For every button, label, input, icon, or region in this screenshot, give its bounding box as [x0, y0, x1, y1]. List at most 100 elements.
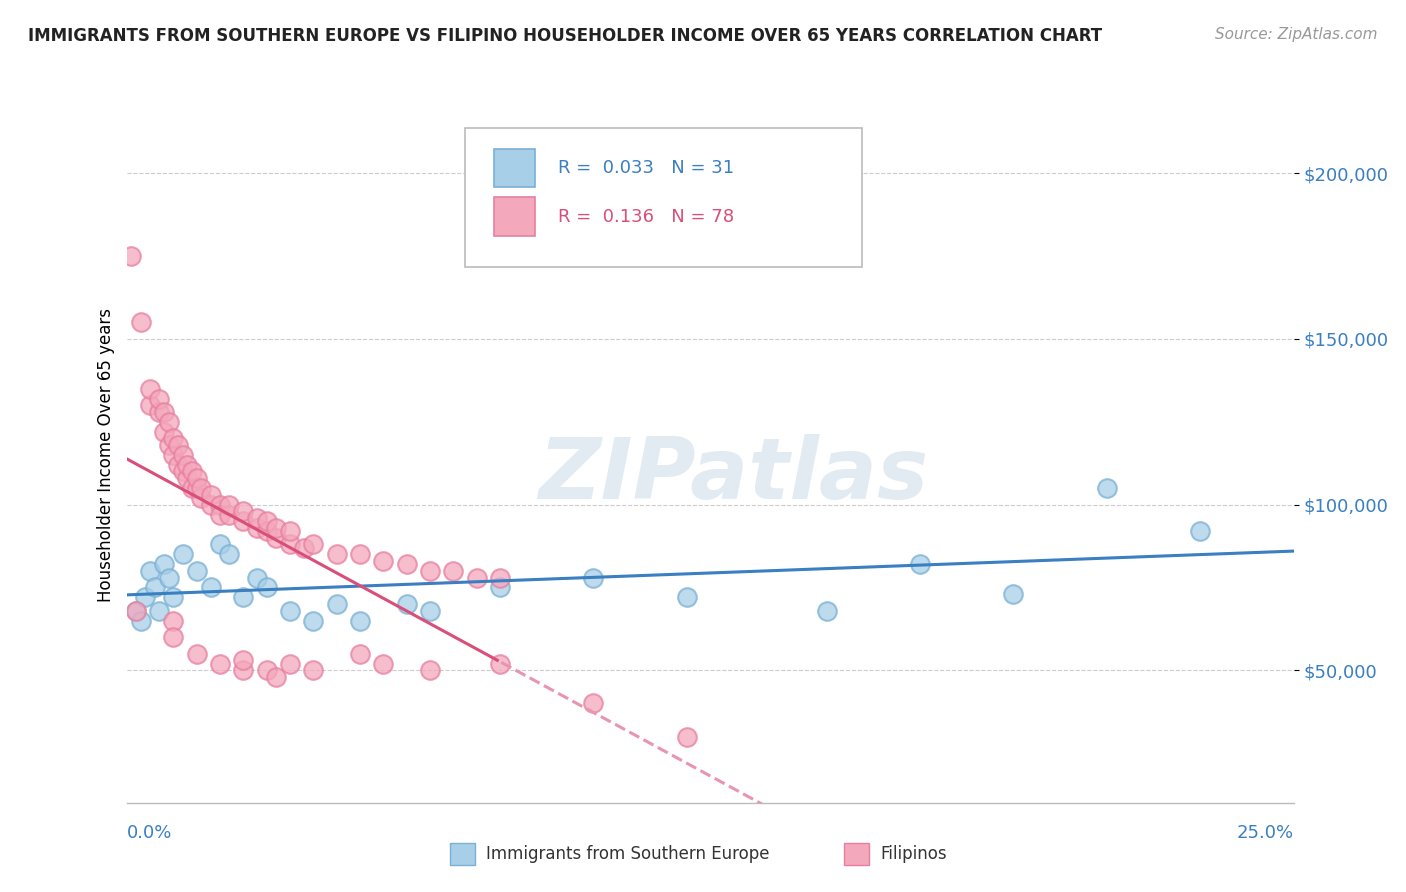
Point [232, 504, 254, 518]
Point [278, 537, 301, 551]
Point [349, 647, 371, 661]
Point [167, 458, 190, 472]
Point [395, 597, 418, 611]
Point [218, 508, 240, 522]
Point [489, 570, 512, 584]
Point [675, 730, 697, 744]
Point [125, 604, 148, 618]
Text: R =  0.033   N = 31: R = 0.033 N = 31 [558, 159, 734, 177]
Point [246, 511, 269, 525]
Point [218, 498, 240, 512]
Bar [494, 197, 534, 235]
Point [232, 591, 254, 605]
Point [190, 491, 212, 505]
Point [200, 498, 222, 512]
Point [157, 415, 180, 429]
Point [208, 657, 231, 671]
Point [256, 524, 278, 538]
Point [582, 570, 605, 584]
Point [1189, 524, 1212, 538]
Point [278, 604, 301, 618]
Text: 25.0%: 25.0% [1236, 824, 1294, 842]
Point [256, 514, 278, 528]
Text: Immigrants from Southern Europe: Immigrants from Southern Europe [486, 845, 770, 863]
Point [176, 458, 198, 472]
Text: 0.0%: 0.0% [127, 824, 172, 842]
Point [125, 604, 148, 618]
Point [148, 604, 170, 618]
Point [256, 581, 278, 595]
Point [120, 249, 142, 263]
Point [232, 653, 254, 667]
Point [1095, 481, 1118, 495]
Point [186, 647, 208, 661]
Point [1002, 587, 1025, 601]
Point [325, 597, 347, 611]
Point [419, 663, 441, 677]
Point [349, 614, 371, 628]
Text: IMMIGRANTS FROM SOUTHERN EUROPE VS FILIPINO HOUSEHOLDER INCOME OVER 65 YEARS COR: IMMIGRANTS FROM SOUTHERN EUROPE VS FILIP… [28, 27, 1102, 45]
Bar [494, 149, 534, 187]
Point [325, 547, 347, 561]
Point [157, 570, 180, 584]
Point [129, 315, 152, 329]
Point [172, 547, 194, 561]
Point [172, 448, 194, 462]
Point [186, 564, 208, 578]
Point [292, 541, 315, 555]
Point [162, 448, 184, 462]
Point [153, 558, 176, 572]
Point [134, 591, 156, 605]
Point [302, 663, 325, 677]
Point [186, 481, 208, 495]
Point [278, 657, 301, 671]
Point [815, 604, 838, 618]
Point [278, 524, 301, 538]
Point [153, 405, 176, 419]
Point [200, 488, 222, 502]
Point [176, 471, 198, 485]
Point [139, 382, 162, 396]
Point [180, 481, 202, 495]
Point [148, 392, 170, 406]
Point [675, 591, 697, 605]
Point [172, 465, 194, 479]
Text: ZIPatlas: ZIPatlas [538, 434, 928, 517]
Point [246, 570, 269, 584]
Point [256, 663, 278, 677]
Point [139, 398, 162, 412]
Point [264, 531, 287, 545]
Point [395, 558, 418, 572]
Point [349, 547, 371, 561]
Y-axis label: Householder Income Over 65 years: Householder Income Over 65 years [97, 308, 115, 602]
Point [180, 465, 202, 479]
Point [232, 514, 254, 528]
Point [167, 438, 190, 452]
Point [232, 663, 254, 677]
Point [264, 670, 287, 684]
Point [489, 657, 512, 671]
Text: R =  0.136   N = 78: R = 0.136 N = 78 [558, 208, 734, 226]
Point [162, 630, 184, 644]
Point [218, 547, 240, 561]
Point [302, 537, 325, 551]
Point [143, 581, 166, 595]
Point [148, 405, 170, 419]
Point [208, 498, 231, 512]
Point [465, 570, 488, 584]
Point [162, 431, 184, 445]
Point [162, 614, 184, 628]
Point [162, 591, 184, 605]
Point [419, 564, 441, 578]
Point [153, 425, 176, 439]
Point [908, 558, 931, 572]
Point [582, 697, 605, 711]
FancyBboxPatch shape [465, 128, 862, 267]
Point [373, 554, 395, 568]
Point [246, 521, 269, 535]
Point [302, 614, 325, 628]
Point [200, 581, 222, 595]
Point [186, 471, 208, 485]
Text: Source: ZipAtlas.com: Source: ZipAtlas.com [1215, 27, 1378, 42]
Point [489, 581, 512, 595]
